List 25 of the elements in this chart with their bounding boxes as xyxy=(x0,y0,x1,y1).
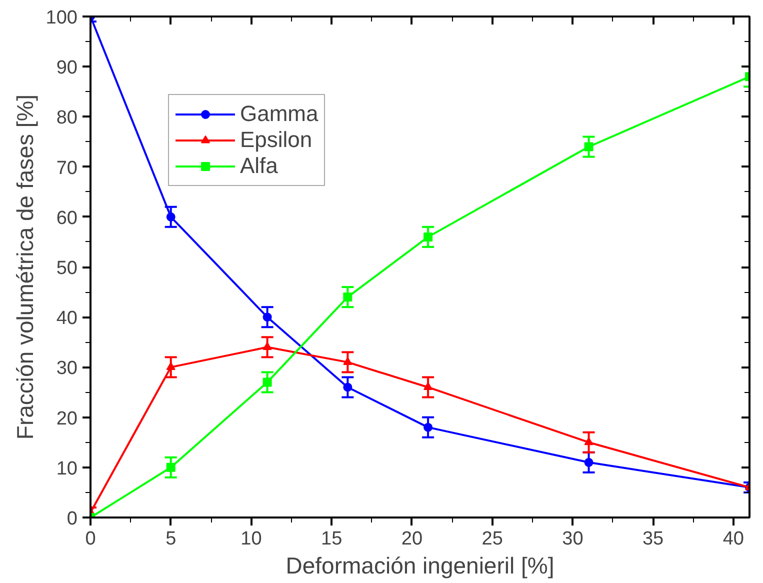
x-tick-label: 0 xyxy=(85,528,96,550)
legend-label: Gamma xyxy=(240,101,318,127)
y-tick-label: 0 xyxy=(66,508,78,530)
x-tick-label: 35 xyxy=(642,528,664,550)
y-tick-label: 100 xyxy=(46,8,78,28)
y-tick-label: 90 xyxy=(56,58,78,79)
y-tick-label: 40 xyxy=(56,308,78,330)
legend-label: Alfa xyxy=(240,153,278,179)
y-tick-label: 60 xyxy=(56,208,78,229)
legend-label: Epsilon xyxy=(240,127,312,153)
y-tick-label: 50 xyxy=(56,258,78,279)
x-tick-label: 30 xyxy=(562,528,584,550)
x-tick-label: 25 xyxy=(482,528,503,550)
y-tick-label: 70 xyxy=(56,158,78,179)
y-tick-label: 30 xyxy=(56,358,78,380)
y-tick-label: 20 xyxy=(56,408,78,430)
x-tick-label: 40 xyxy=(722,528,744,550)
y-axis-title: Fracción volumétrica de fases [%] xyxy=(12,94,38,440)
x-tick-label: 15 xyxy=(321,528,342,550)
x-tick-label: 10 xyxy=(240,528,262,550)
x-tick-label: 20 xyxy=(401,528,423,550)
y-tick-label: 80 xyxy=(56,108,78,129)
x-axis-title: Deformación ingenieril [%] xyxy=(286,552,554,578)
y-tick-label: 10 xyxy=(56,458,78,480)
x-tick-label: 5 xyxy=(166,528,176,550)
